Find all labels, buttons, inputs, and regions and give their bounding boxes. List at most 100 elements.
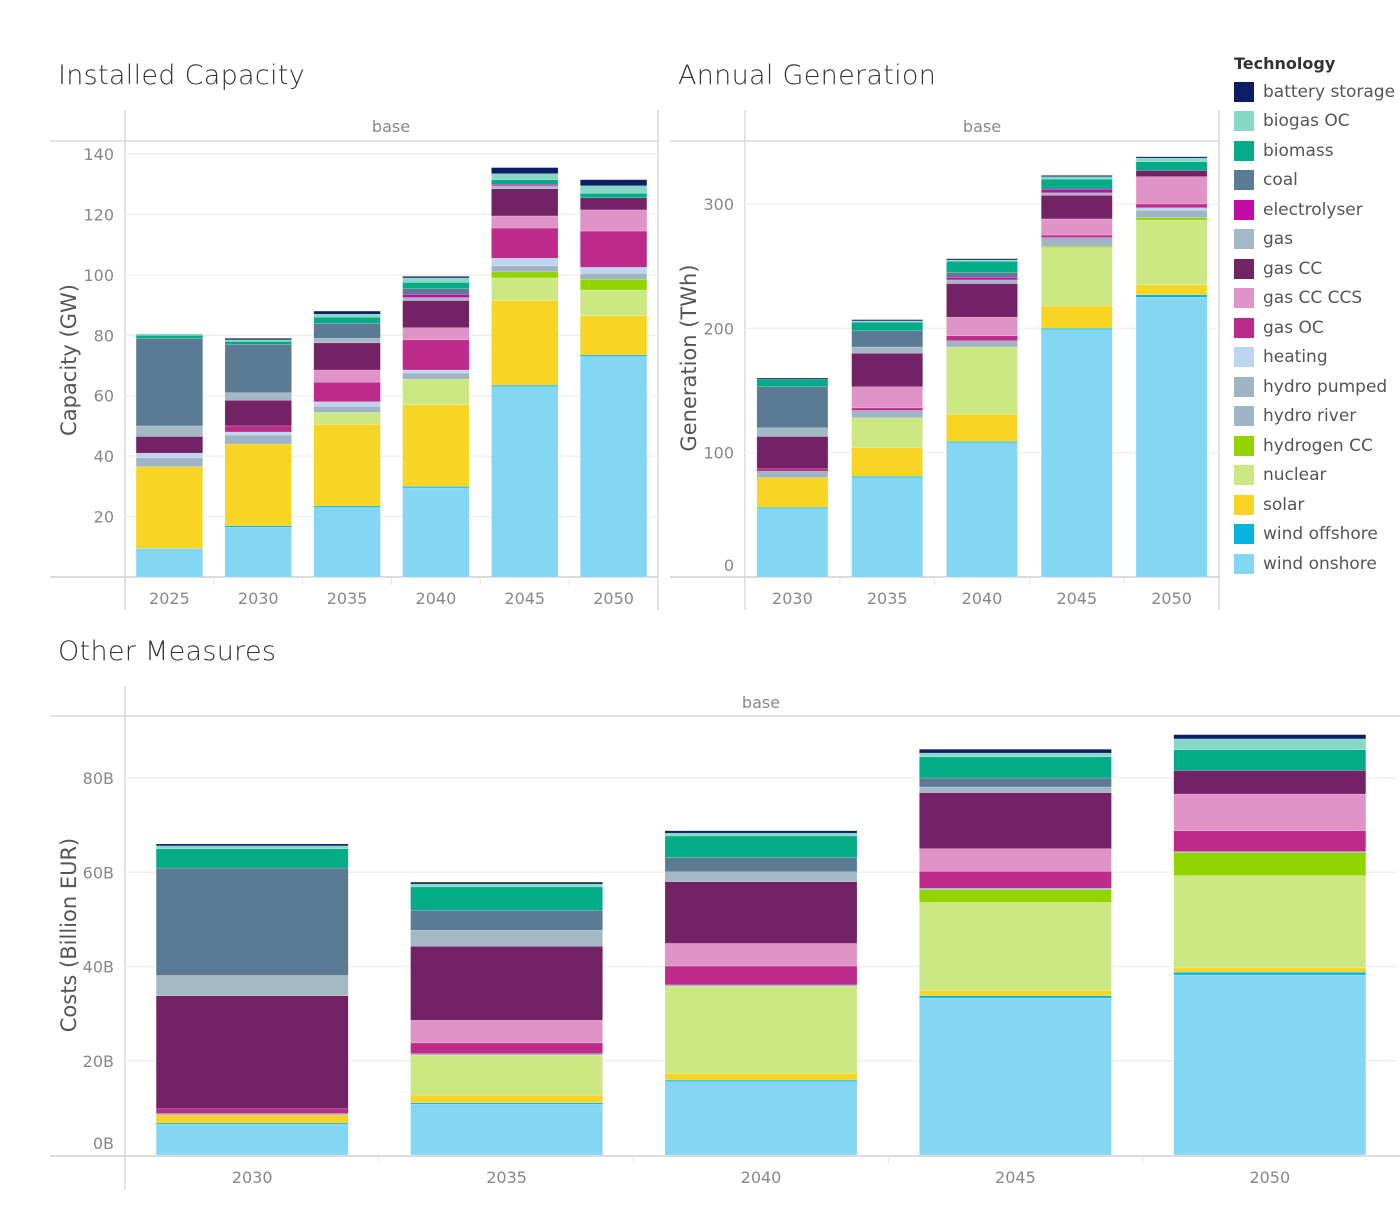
bar-segment-nuclear[interactable] [580, 289, 648, 316]
bar-segment-gas-CC[interactable] [1173, 770, 1367, 795]
bar-segment-gas[interactable] [756, 427, 829, 437]
bar-segment-gas[interactable] [1041, 192, 1113, 196]
bar-segment-nuclear[interactable] [1173, 875, 1367, 969]
bar-segment-gas-OC[interactable] [580, 230, 648, 268]
bar-segment-biogas-OC[interactable] [1135, 157, 1208, 162]
bar-segment-wind-onshore[interactable] [224, 526, 292, 578]
bar-segment-biomass[interactable] [402, 282, 470, 289]
bar-segment-wind-onshore[interactable] [946, 442, 1018, 578]
bar-segment-wind-offshore[interactable] [1135, 294, 1208, 298]
bar-segment-battery-storage[interactable] [919, 749, 1112, 754]
bar-segment-nuclear[interactable] [410, 1054, 603, 1096]
legend-item[interactable]: gas CC [1234, 254, 1395, 284]
bar-segment-battery-storage[interactable] [1041, 175, 1113, 177]
bar-segment-gas-OC[interactable] [1173, 830, 1367, 852]
bar-segment-hydro-river[interactable] [851, 410, 924, 419]
bar-segment-gas[interactable] [491, 185, 559, 189]
bar-segment-battery-storage[interactable] [851, 319, 924, 322]
bar-segment-solar[interactable] [1041, 305, 1113, 329]
bar-segment-nuclear[interactable] [313, 412, 381, 425]
legend-item[interactable]: solar [1234, 490, 1395, 520]
bar-segment-gas[interactable] [224, 392, 292, 401]
bar-segment-nuclear[interactable] [1041, 247, 1113, 307]
bar-segment-biomass[interactable] [580, 193, 648, 199]
bar-segment-coal[interactable] [410, 910, 603, 931]
bar-segment-biomass[interactable] [410, 886, 603, 911]
bar-segment-biogas-OC[interactable] [402, 277, 470, 283]
bar-segment-wind-onshore[interactable] [1173, 974, 1367, 1156]
bar-segment-battery-storage[interactable] [1173, 734, 1367, 740]
bar-segment-electrolyser[interactable] [946, 277, 1018, 281]
bar-segment-hydro-river[interactable] [313, 406, 381, 413]
bar-segment-solar[interactable] [1135, 284, 1208, 296]
bar-segment-gas-CC-CCS[interactable] [580, 209, 648, 232]
bar-segment-gas-CC[interactable] [224, 399, 292, 427]
bar-segment-biogas-OC[interactable] [580, 185, 648, 194]
bar-segment-wind-onshore[interactable] [580, 356, 648, 578]
bar-segment-gas-OC[interactable] [402, 339, 470, 371]
bar-segment-heating[interactable] [135, 452, 203, 458]
bar-segment-biogas-OC[interactable] [1041, 176, 1113, 180]
bar-segment-electrolyser[interactable] [402, 294, 470, 298]
bar-segment-battery-storage[interactable] [946, 258, 1018, 261]
bar-segment-biogas-OC[interactable] [313, 313, 381, 318]
bar-segment-coal[interactable] [664, 857, 858, 873]
bar-segment-gas[interactable] [664, 871, 858, 882]
legend-item[interactable]: hydro pumped [1234, 372, 1395, 402]
bar-segment-gas-CC[interactable] [946, 283, 1018, 318]
legend-item[interactable]: biogas OC [1234, 107, 1395, 137]
bar-segment-gas-OC[interactable] [491, 227, 559, 259]
bar-segment-gas-CC-CCS[interactable] [851, 386, 924, 409]
bar-segment-gas-OC[interactable] [664, 965, 858, 986]
bar-segment-gas-CC-CCS[interactable] [410, 1019, 603, 1044]
bar-segment-hydro-river[interactable] [1135, 209, 1208, 218]
bar-segment-biogas-OC[interactable] [491, 173, 559, 180]
legend-item[interactable]: battery storage [1234, 77, 1395, 107]
bar-segment-gas-OC[interactable] [946, 335, 1018, 342]
bar-segment-gas-CC[interactable] [135, 436, 203, 454]
bar-segment-biogas-OC[interactable] [664, 832, 858, 837]
legend-item[interactable]: gas CC CCS [1234, 284, 1395, 314]
bar-segment-gas-OC[interactable] [851, 407, 924, 411]
legend-item[interactable]: hydrogen CC [1234, 431, 1395, 461]
bar-segment-hydro-river[interactable] [491, 265, 559, 273]
bar-segment-wind-onshore[interactable] [664, 1081, 858, 1156]
bar-segment-solar[interactable] [402, 404, 470, 487]
bar-segment-gas-CC[interactable] [756, 436, 829, 470]
legend-item[interactable]: heating [1234, 343, 1395, 373]
bar-segment-gas-CC[interactable] [919, 792, 1112, 849]
bar-segment-wind-onshore[interactable] [756, 508, 829, 578]
bar-segment-wind-onshore[interactable] [402, 487, 470, 578]
bar-segment-hydro-river[interactable] [580, 273, 648, 280]
bar-segment-battery-storage[interactable] [155, 843, 349, 847]
bar-segment-coal[interactable] [756, 386, 829, 429]
bar-segment-wind-onshore[interactable] [410, 1103, 603, 1156]
bar-segment-gas-CC[interactable] [410, 945, 603, 1021]
bar-segment-solar[interactable] [946, 413, 1018, 442]
bar-segment-gas[interactable] [946, 279, 1018, 284]
bar-segment-battery-storage[interactable] [224, 338, 292, 341]
bar-segment-solar[interactable] [664, 1073, 858, 1081]
bar-segment-gas[interactable] [135, 425, 203, 437]
bar-segment-solar[interactable] [919, 990, 1112, 996]
bar-segment-hydrogen-CC[interactable] [919, 889, 1112, 903]
bar-segment-biomass[interactable] [491, 179, 559, 185]
bar-segment-gas-CC[interactable] [1041, 195, 1113, 220]
bar-segment-wind-onshore[interactable] [155, 1124, 349, 1156]
bar-segment-wind-offshore[interactable] [919, 995, 1112, 999]
bar-segment-gas-CC-CCS[interactable] [1041, 218, 1113, 236]
bar-segment-heating[interactable] [313, 401, 381, 407]
bar-segment-hydro-river[interactable] [402, 372, 470, 380]
bar-segment-battery-storage[interactable] [402, 276, 470, 279]
bar-segment-hydrogen-CC[interactable] [1173, 852, 1367, 876]
bar-segment-biogas-OC[interactable] [155, 845, 349, 849]
bar-segment-gas[interactable] [313, 338, 381, 344]
bar-segment-gas-OC[interactable] [756, 468, 829, 472]
bar-segment-battery-storage[interactable] [1135, 156, 1208, 159]
bar-segment-wind-onshore[interactable] [135, 548, 203, 578]
bar-segment-solar[interactable] [756, 477, 829, 508]
bar-segment-heating[interactable] [580, 267, 648, 274]
legend-item[interactable]: gas [1234, 225, 1395, 255]
bar-segment-gas-CC[interactable] [402, 300, 470, 328]
legend-item[interactable]: biomass [1234, 136, 1395, 166]
